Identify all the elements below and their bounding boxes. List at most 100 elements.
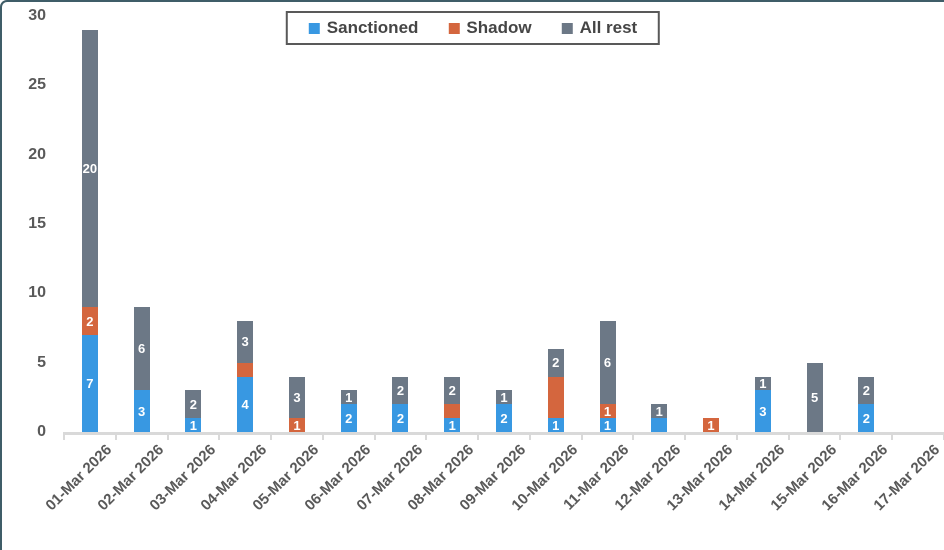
bar-segment: 3 — [133, 390, 150, 432]
bar-value-label: 1 — [448, 417, 456, 433]
bar-segment: 2 — [185, 390, 202, 419]
bar-segment: 4 — [237, 376, 254, 432]
legend-label-sanctioned: Sanctioned — [326, 18, 419, 37]
x-axis-tick — [839, 432, 842, 440]
bar-segment: 1 — [340, 389, 357, 405]
bar-segment — [651, 418, 668, 432]
x-axis-tick — [787, 432, 790, 440]
bar-segment: 7 — [81, 334, 98, 432]
bar-segment: 6 — [133, 307, 150, 391]
bar-segment: 3 — [288, 376, 305, 419]
bar-value-label: 7 — [86, 375, 94, 391]
bar-segment: 2 — [340, 404, 357, 432]
bar-value-label: 1 — [345, 389, 353, 405]
bar-segment: 1 — [703, 417, 720, 433]
bar-segment — [547, 376, 564, 419]
bar-segment: 3 — [754, 390, 771, 432]
bar-value-label: 1 — [655, 403, 663, 419]
y-axis-label: 10 — [28, 284, 46, 302]
bar-value-label: 1 — [759, 375, 767, 391]
bar-segment: 6 — [599, 321, 616, 405]
bar-value-label: 1 — [552, 417, 560, 433]
bar-value-label: 2 — [448, 382, 456, 398]
x-axis-tick — [425, 432, 428, 440]
bar-segment — [444, 404, 461, 419]
legend-item-sanctioned: Sanctioned — [308, 18, 419, 38]
bar-value-label: 3 — [759, 403, 767, 419]
legend-item-shadow: Shadow — [448, 18, 532, 38]
legend-label-all-rest: All rest — [579, 18, 638, 37]
bar-segment: 1 — [599, 403, 616, 419]
bar-value-label: 1 — [189, 417, 198, 433]
bar-segment: 1 — [599, 417, 616, 433]
bar-value-label: 1 — [603, 417, 612, 433]
bar-segment: 1 — [444, 417, 461, 433]
bar-value-label: 2 — [500, 410, 508, 426]
bar-segment: 3 — [237, 321, 254, 363]
bar-segment — [237, 362, 254, 377]
x-axis-tick — [321, 432, 324, 440]
x-axis-tick — [114, 432, 117, 440]
bar-value-label: 5 — [810, 389, 819, 405]
bar-value-label: 4 — [241, 396, 249, 412]
bar-value-label: 1 — [500, 389, 508, 405]
bar-value-label: 3 — [138, 403, 146, 419]
x-axis-tick — [270, 432, 273, 440]
bar-segment: 5 — [806, 362, 823, 432]
bar-segment: 2 — [392, 404, 409, 432]
x-axis-tick — [735, 432, 738, 440]
bar-segment: 2 — [496, 404, 512, 432]
bar-value-label: 2 — [396, 382, 405, 398]
y-axis-label: 30 — [28, 7, 46, 24]
bar-value-label: 2 — [189, 396, 198, 412]
x-axis-tick — [477, 432, 480, 440]
x-axis-tick — [63, 432, 65, 440]
legend-swatch-sanctioned-icon — [308, 22, 320, 34]
bar-segment: 1 — [496, 389, 512, 405]
bar-segment: 1 — [651, 403, 668, 419]
bar-value-label: 6 — [603, 355, 612, 371]
bar-segment: 2 — [392, 376, 409, 405]
legend-item-all-rest: All rest — [561, 18, 638, 38]
x-axis-tick — [684, 432, 687, 440]
bar-value-label: 2 — [86, 313, 94, 329]
bar-value-label: 2 — [396, 410, 405, 426]
bar-segment: 2 — [547, 348, 564, 377]
bar-segment: 1 — [754, 375, 771, 391]
bar-value-label: 20 — [82, 161, 98, 177]
bar-value-label: 6 — [138, 341, 146, 357]
x-axis-tick — [166, 432, 169, 440]
y-axis-label: 5 — [37, 353, 46, 371]
bar-value-label: 3 — [241, 334, 249, 350]
y-axis-label: 25 — [28, 76, 46, 94]
x-axis-tick — [891, 432, 894, 440]
bar-segment: 1 — [547, 417, 564, 433]
x-axis-tick — [528, 432, 531, 440]
legend-swatch-shadow-icon — [448, 22, 460, 34]
x-axis-tick — [373, 432, 376, 440]
y-axis-label: 0 — [37, 423, 46, 440]
x-axis-tick — [632, 432, 635, 440]
bar-value-label: 3 — [293, 389, 301, 405]
bar-value-label: 2 — [345, 410, 353, 426]
bar-value-label: 1 — [707, 417, 715, 433]
bar-segment: 2 — [81, 307, 98, 335]
y-axis-label: 20 — [28, 145, 46, 163]
chart-legend: Sanctioned Shadow All rest — [285, 11, 661, 45]
bar-value-label: 1 — [603, 403, 612, 419]
bar-segment: 2 — [858, 376, 875, 405]
bar-segment: 20 — [81, 29, 98, 308]
legend-swatch-all-rest-icon — [561, 22, 573, 34]
bar-value-label: 2 — [862, 382, 870, 398]
legend-label-shadow: Shadow — [466, 18, 532, 37]
bar-value-label: 2 — [552, 355, 560, 371]
x-axis-tick — [580, 432, 583, 440]
bar-segment: 1 — [288, 417, 305, 433]
y-axis-label: 15 — [28, 215, 46, 232]
bar-value-label: 1 — [293, 417, 301, 433]
x-axis-tick — [218, 432, 221, 440]
bar-segment: 2 — [444, 376, 461, 405]
bar-segment: 2 — [858, 404, 875, 432]
